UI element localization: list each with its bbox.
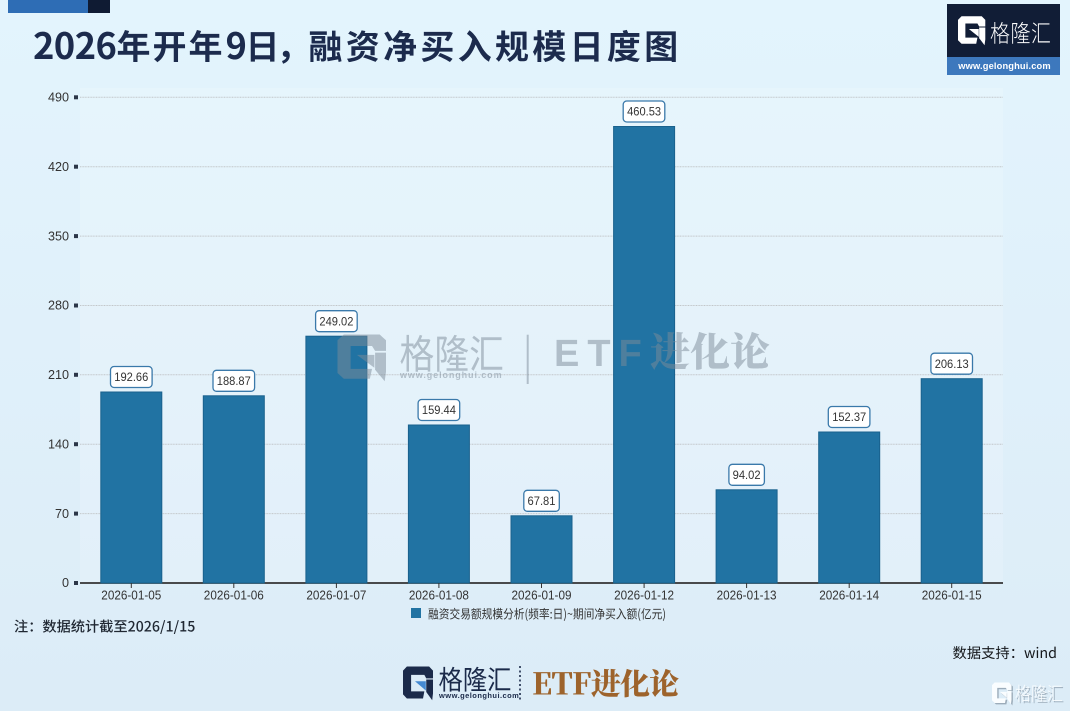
svg-text:280: 280 (48, 299, 69, 313)
svg-text:460.53: 460.53 (627, 105, 661, 119)
svg-text:2026-01-12: 2026-01-12 (614, 589, 674, 603)
svg-text:94.02: 94.02 (733, 468, 761, 482)
svg-text:159.44: 159.44 (422, 403, 456, 417)
svg-text:2026-01-05: 2026-01-05 (101, 589, 161, 603)
svg-text:206.13: 206.13 (935, 357, 969, 371)
svg-text:70: 70 (55, 507, 69, 521)
svg-text:152.37: 152.37 (832, 410, 866, 424)
svg-text:210: 210 (48, 368, 69, 382)
svg-text:2026-01-13: 2026-01-13 (717, 589, 777, 603)
svg-text:67.81: 67.81 (528, 494, 556, 508)
svg-text:2026-01-09: 2026-01-09 (512, 589, 572, 603)
svg-text:2026-01-14: 2026-01-14 (819, 589, 879, 603)
svg-text:2026-01-07: 2026-01-07 (306, 589, 366, 603)
svg-text:249.02: 249.02 (319, 314, 353, 328)
svg-text:2026-01-08: 2026-01-08 (409, 589, 469, 603)
svg-text:www.gelonghui.com: www.gelonghui.com (957, 61, 1051, 71)
svg-text:www.gelonghui.com: www.gelonghui.com (399, 370, 502, 380)
svg-text:2026-01-06: 2026-01-06 (204, 589, 264, 603)
svg-text:2026-01-15: 2026-01-15 (922, 589, 982, 603)
svg-text:188.87: 188.87 (217, 374, 251, 388)
svg-text:350: 350 (48, 229, 69, 243)
svg-text:140: 140 (48, 437, 69, 451)
svg-text:0: 0 (62, 576, 69, 590)
svg-text:420: 420 (48, 160, 69, 174)
svg-text:www.gelonghui.com: www.gelonghui.com (438, 691, 519, 700)
svg-text:490: 490 (48, 91, 69, 105)
svg-text:192.66: 192.66 (114, 370, 148, 384)
